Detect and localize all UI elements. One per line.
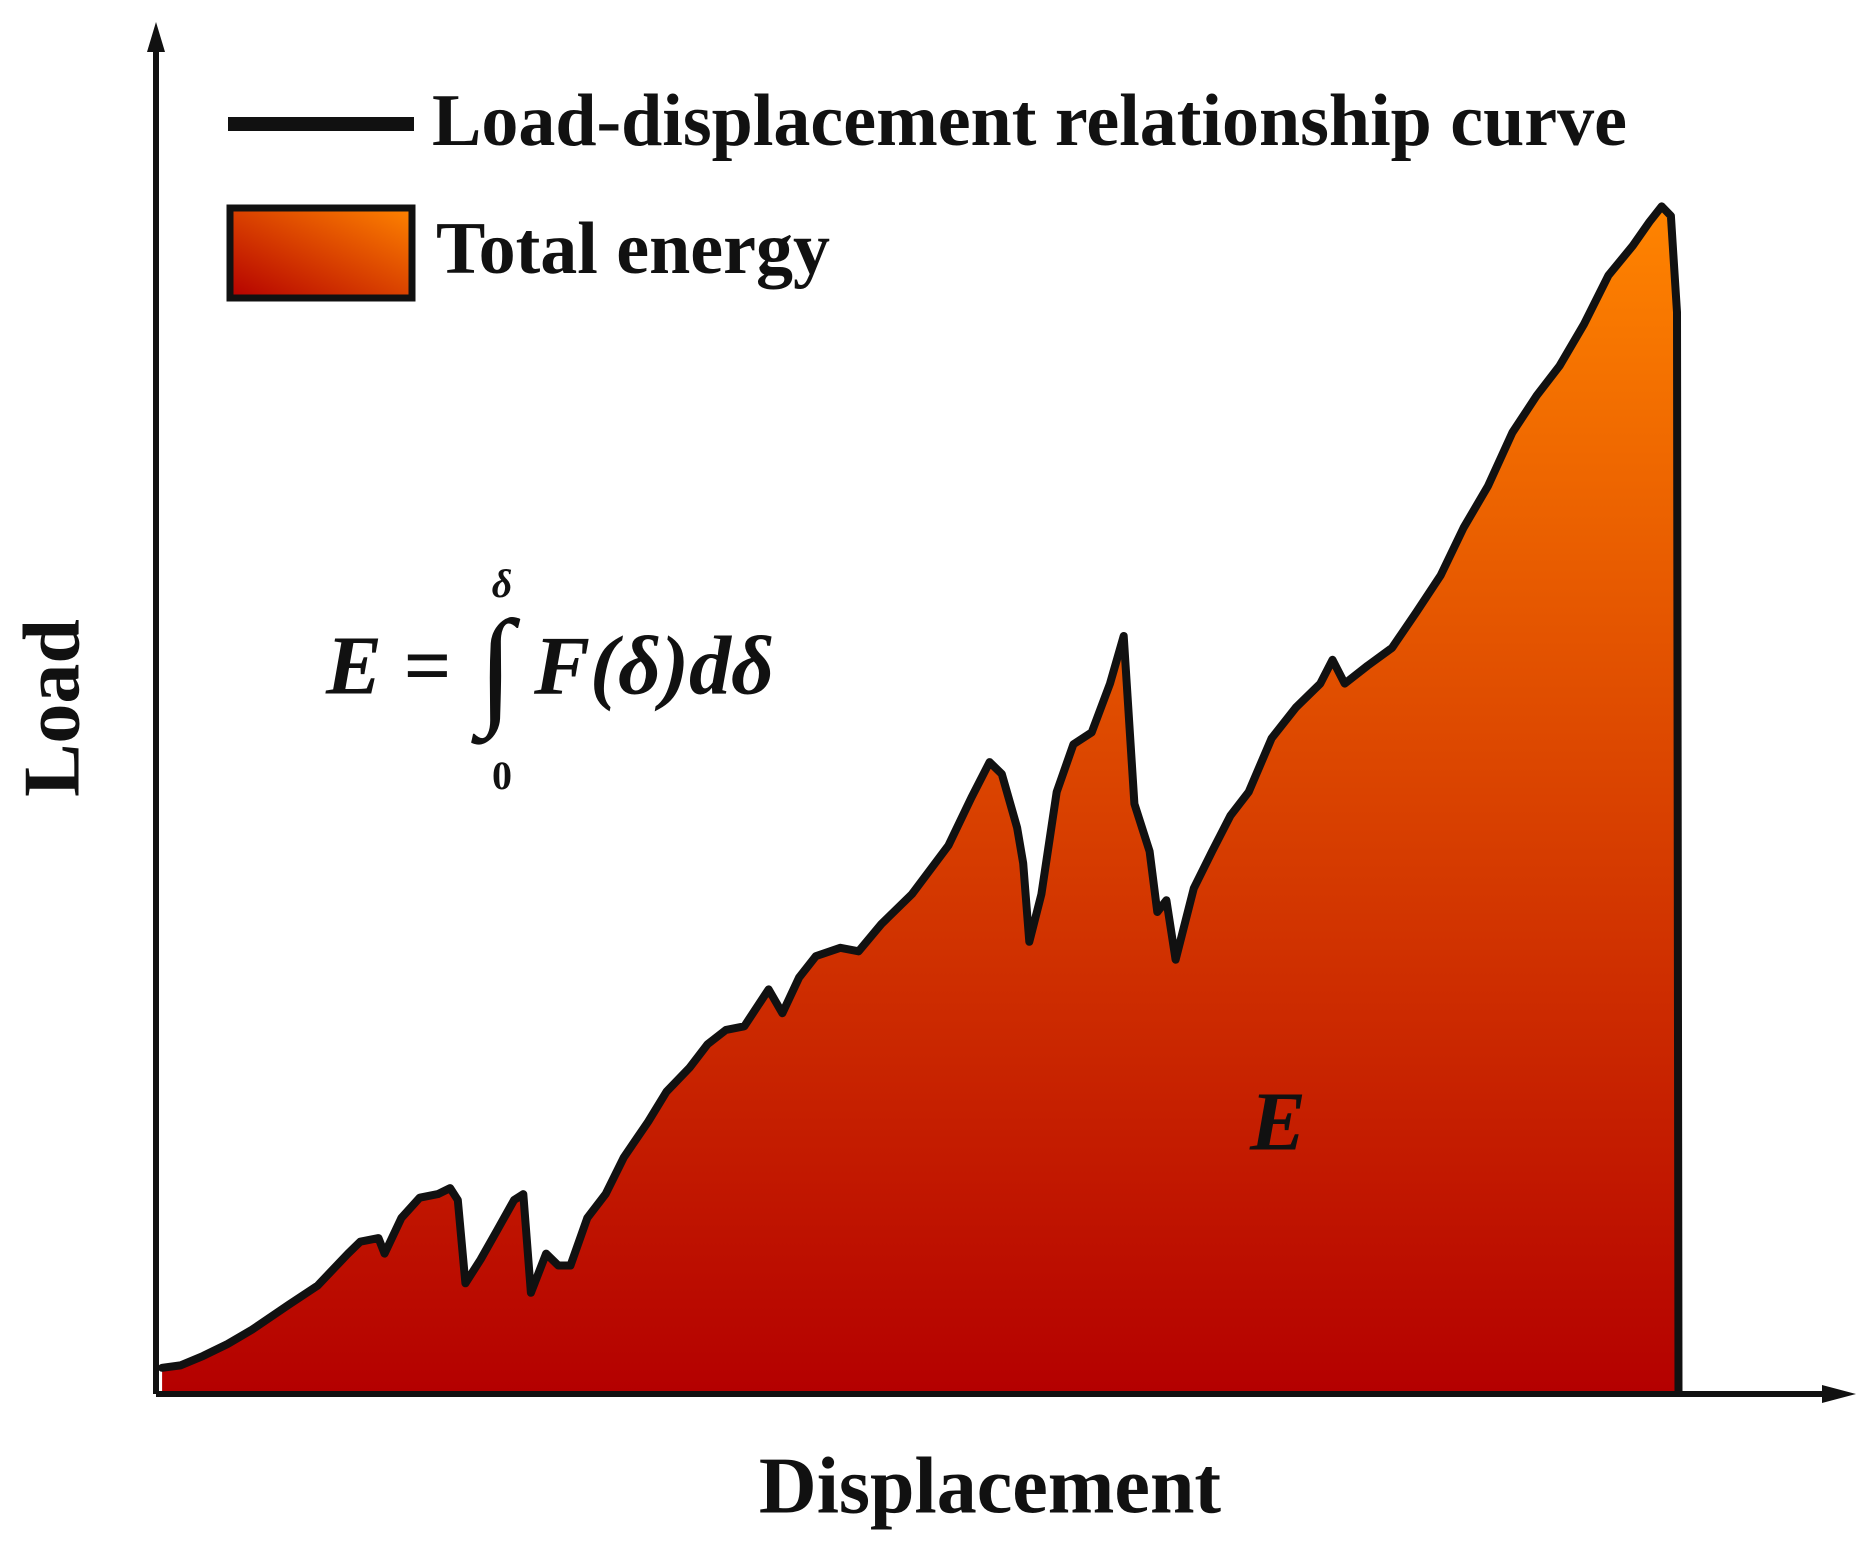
y-axis-label: Load	[8, 619, 96, 797]
plot-area	[158, 202, 1683, 1396]
formula-body: F(δ)dδ	[533, 619, 774, 712]
area-label: E	[1249, 1075, 1306, 1168]
legend-label: Load-displacement relationship curve	[432, 80, 1627, 162]
legend-label: Total energy	[436, 208, 830, 290]
x-axis-label: Displacement	[759, 1442, 1222, 1530]
formula-upper: δ	[492, 561, 513, 606]
formula-lhs: E =	[325, 619, 451, 712]
formula-integral: ∫	[470, 595, 520, 745]
line	[158, 202, 1683, 1396]
x-axis-arrow	[1822, 1385, 1856, 1403]
y-axis-arrow	[147, 22, 165, 52]
legend-swatch	[226, 204, 416, 302]
formula-lower: 0	[492, 753, 512, 798]
area	[162, 206, 1679, 1394]
